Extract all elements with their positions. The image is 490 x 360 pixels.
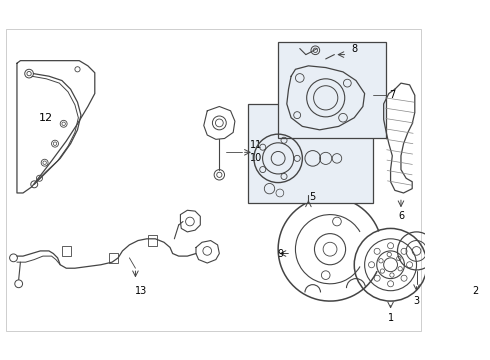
Bar: [455, 280, 470, 287]
Bar: [442, 221, 490, 298]
Bar: [304, 152, 319, 165]
Bar: [109, 253, 118, 263]
Text: 1: 1: [388, 313, 393, 323]
Text: 9: 9: [278, 248, 284, 258]
Bar: [259, 144, 270, 150]
Text: 5: 5: [310, 192, 316, 202]
Text: 10: 10: [250, 153, 263, 163]
Text: 7: 7: [389, 90, 395, 100]
Text: 13: 13: [135, 286, 147, 296]
Bar: [317, 85, 334, 109]
Bar: [337, 87, 351, 108]
Bar: [257, 135, 268, 141]
Text: 8: 8: [351, 44, 357, 54]
Bar: [333, 156, 345, 163]
Bar: [148, 235, 157, 246]
Bar: [321, 154, 332, 163]
Bar: [257, 126, 268, 132]
Text: 11: 11: [250, 140, 263, 150]
Text: 2: 2: [472, 286, 478, 296]
Bar: [453, 249, 468, 256]
Bar: [248, 104, 373, 203]
Text: 6: 6: [398, 211, 404, 221]
Bar: [453, 260, 468, 266]
Bar: [278, 42, 386, 139]
Bar: [453, 270, 468, 277]
Bar: [62, 246, 71, 256]
Text: 3: 3: [414, 296, 419, 306]
Text: 12: 12: [39, 113, 53, 123]
Bar: [257, 118, 268, 124]
Bar: [453, 239, 468, 246]
Bar: [302, 87, 318, 109]
